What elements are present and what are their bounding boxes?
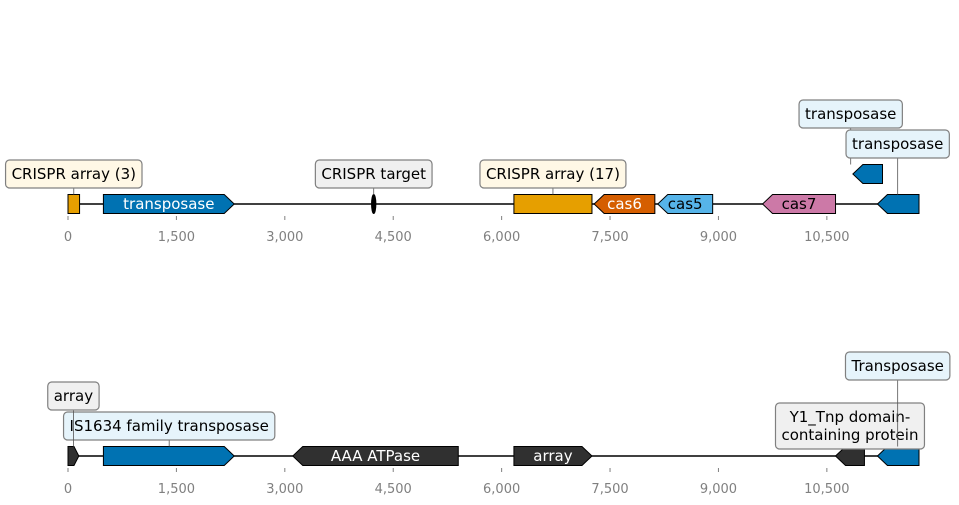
gene-label: cas5: [668, 195, 703, 213]
axis-tick-label: 1,500: [158, 482, 195, 497]
gene-arrow: [102, 194, 235, 214]
gene-arrow: [657, 194, 714, 214]
gene-arrow: [876, 194, 920, 214]
annotation-label: Y1_Tnp domain-containing protein: [774, 402, 926, 450]
axis-tick-label: 10,500: [804, 482, 850, 497]
track-2: 0 1,500 3,000 4,500 6,000 7,500 9,000 10,500 AAA…: [47, 351, 951, 497]
gene-arrow: [292, 446, 459, 466]
axis-tick-label: 4,500: [375, 482, 412, 497]
annotation-label: transposase: [798, 99, 903, 165]
label-box: [47, 381, 100, 411]
label-text: Y1_Tnp domain-: [789, 408, 911, 427]
track-1: 0 1,500 3,000 4,500 6,000 7,500 9,000 10,500 tra…: [4, 99, 950, 245]
annotation-label: Transposase: [844, 351, 951, 447]
label-box: [844, 351, 951, 381]
label-text: containing protein: [781, 426, 918, 444]
axis-tick-label: 6,000: [483, 482, 520, 497]
annotation-label: CRISPR array (17): [479, 159, 627, 195]
axis-tick-label: 9,000: [700, 230, 737, 245]
label-text: CRISPR target: [321, 165, 426, 183]
axis-tick-label: 3,000: [266, 230, 303, 245]
label-box: [4, 159, 143, 189]
axis-tick-label: 0: [64, 482, 72, 497]
gene-label: cas7: [782, 195, 817, 213]
gene-arrow: [852, 164, 884, 184]
axis-tick-label: 7,500: [591, 482, 628, 497]
label-box: [62, 411, 276, 441]
axis-tick-label: 0: [64, 230, 72, 245]
label-text: transposase: [805, 105, 896, 123]
gene-arrow: [761, 194, 837, 214]
label-text: array: [54, 387, 93, 405]
annotation-label: CRISPR target: [314, 159, 433, 195]
label-text: CRISPR array (17): [486, 165, 620, 183]
axis-tick-label: 1,500: [158, 230, 195, 245]
axis-tick-label: 4,500: [375, 230, 412, 245]
crispr-target-mark: [371, 194, 377, 214]
annotation-label: CRISPR array (3): [4, 159, 143, 195]
axis-tick-label: 3,000: [266, 482, 303, 497]
gene-arrow: [102, 446, 235, 466]
gene-label: AAA ATPase: [331, 447, 420, 465]
axis-tick-label: 7,500: [591, 230, 628, 245]
gene-label: cas6: [607, 195, 642, 213]
gene-arrow: [513, 446, 593, 466]
label-text: transposase: [852, 135, 943, 153]
gene-arrow: [67, 446, 80, 466]
gene-label: transposase: [123, 195, 214, 213]
annotation-label: transposase: [845, 129, 950, 195]
label-box: [479, 159, 627, 189]
gene-arrow: [593, 194, 656, 214]
label-box: [845, 129, 950, 159]
label-box: [314, 159, 433, 189]
gene-arrow: [513, 194, 593, 214]
gene-label: array: [533, 447, 572, 465]
label-box: [774, 402, 926, 450]
axis-tick-label: 6,000: [483, 230, 520, 245]
label-text: IS1634 family transposase: [70, 417, 269, 435]
gene-arrow: [67, 194, 81, 214]
label-text: CRISPR array (3): [12, 165, 136, 183]
axis-tick-label: 9,000: [700, 482, 737, 497]
annotation-label: IS1634 family transposase: [62, 411, 276, 447]
axis-tick-label: 10,500: [804, 230, 850, 245]
label-box: [798, 99, 903, 129]
label-text: Transposase: [850, 357, 943, 375]
annotation-label: array: [47, 381, 100, 447]
